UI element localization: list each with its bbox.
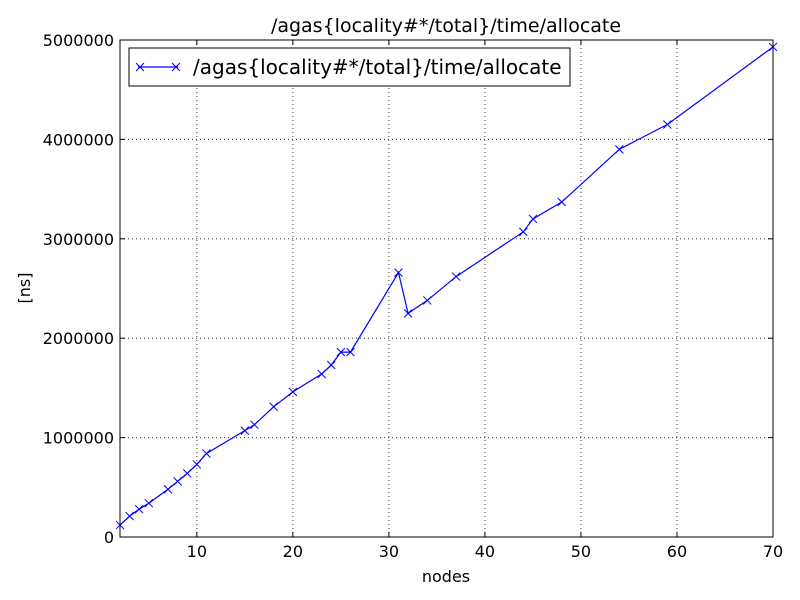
- y-axis-label: [ns]: [15, 273, 34, 304]
- x-tick-label: 10: [187, 542, 207, 561]
- data-point-marker: [288, 387, 298, 397]
- data-point-marker: [663, 120, 672, 129]
- data-point-marker: [346, 347, 355, 357]
- legend-box: [128, 47, 571, 87]
- data-point-marker: [528, 214, 538, 224]
- series-layer: [115, 42, 778, 530]
- x-tick-label: 50: [571, 542, 591, 561]
- data-point-marker: [403, 308, 413, 318]
- x-axis-label: nodes: [422, 567, 470, 586]
- data-point-marker: [422, 296, 432, 305]
- data-point-marker: [240, 426, 250, 435]
- data-point-marker: [451, 272, 461, 281]
- data-point-marker: [202, 449, 211, 458]
- data-point-marker: [336, 347, 346, 357]
- data-point-marker: [163, 484, 173, 494]
- data-point-marker: [144, 498, 154, 508]
- data-point-marker: [182, 469, 192, 478]
- data-point-marker: [518, 227, 528, 237]
- data-point-marker: [192, 460, 202, 469]
- y-tick-label: 4000000: [43, 130, 114, 149]
- data-point-marker: [173, 476, 182, 486]
- y-tick-label: 2000000: [43, 329, 114, 348]
- data-point-marker: [394, 268, 403, 277]
- data-point-marker: [614, 144, 624, 154]
- data-point-marker: [269, 402, 279, 412]
- data-point-marker: [557, 197, 567, 207]
- legend-marker-swatch: [135, 62, 181, 72]
- x-tick-label: 30: [379, 542, 399, 561]
- y-tick-label: 0: [104, 528, 114, 547]
- plot-area-frame: [119, 39, 774, 538]
- x-tick-label: 60: [667, 542, 687, 561]
- data-point-marker: [134, 504, 144, 514]
- x-tick-label: 70: [763, 542, 783, 561]
- chart-title: /agas{locality#*/total}/time/allocate: [271, 15, 621, 37]
- data-point-marker: [317, 369, 327, 379]
- data-point-marker: [326, 360, 336, 370]
- x-tick-label: 20: [283, 542, 303, 561]
- data-point-marker: [125, 511, 134, 521]
- y-tick-label: 3000000: [43, 230, 114, 249]
- legend: /agas{locality#*/total}/time/allocate: [128, 47, 571, 87]
- tick-labels: 10 20 30 40 50 60 70 0 1000000 2000000 3000000 4000…: [43, 31, 783, 561]
- y-tick-label: 1000000: [43, 429, 114, 448]
- legend-entry-label: /agas{locality#*/total}/time/allocate: [193, 55, 562, 79]
- data-point-marker: [250, 420, 259, 430]
- y-tick-label: 5000000: [43, 31, 114, 50]
- x-tick-label: 40: [475, 542, 495, 561]
